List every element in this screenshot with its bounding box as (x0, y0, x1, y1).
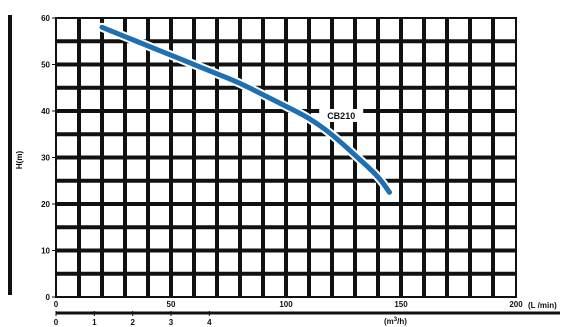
x2-tick-label: 0 (54, 318, 59, 327)
y-tick-label: 30 (41, 154, 50, 163)
x2-axis-title-base: (m (384, 317, 394, 326)
series-layer: CB210 (97, 22, 394, 197)
y-tick-label: 20 (41, 200, 50, 209)
x2-tick-label: 2 (130, 318, 135, 327)
x2-tick-label: 4 (207, 318, 212, 327)
x2-axis-title-tail: /h) (397, 317, 407, 326)
series-line-cb210 (99, 24, 392, 195)
x2-axis-title-sup: 3 (394, 317, 398, 323)
x-axis-title: (L /min) (528, 301, 557, 310)
series-label: CB210 (327, 111, 355, 121)
x-tick-label: 100 (279, 300, 293, 309)
y-tick-label: 60 (41, 14, 50, 23)
x2-tick-label: 1 (92, 318, 97, 327)
x-tick-label: 200 (509, 300, 523, 309)
x-tick-label: 0 (54, 300, 59, 309)
y-axis-title: H(m) (15, 151, 24, 170)
x-tick-label: 150 (394, 300, 408, 309)
y-tick-label: 40 (41, 107, 50, 116)
x-axis-ticks: 0 50 100 150 200 (54, 300, 523, 309)
series-label-background (319, 108, 364, 122)
y-tick-label: 10 (41, 247, 50, 256)
x2-axis-ticks: 0 1 2 3 4 (54, 311, 212, 327)
y-axis-ticks: 0 10 20 30 40 50 60 (41, 14, 56, 302)
y-tick-label: 50 (41, 61, 50, 70)
x-tick-label: 50 (167, 300, 176, 309)
x2-axis-title: (m3/h) (384, 317, 407, 326)
grid (56, 18, 516, 297)
x2-tick-label: 3 (169, 318, 174, 327)
y-tick-label: 0 (46, 293, 51, 302)
